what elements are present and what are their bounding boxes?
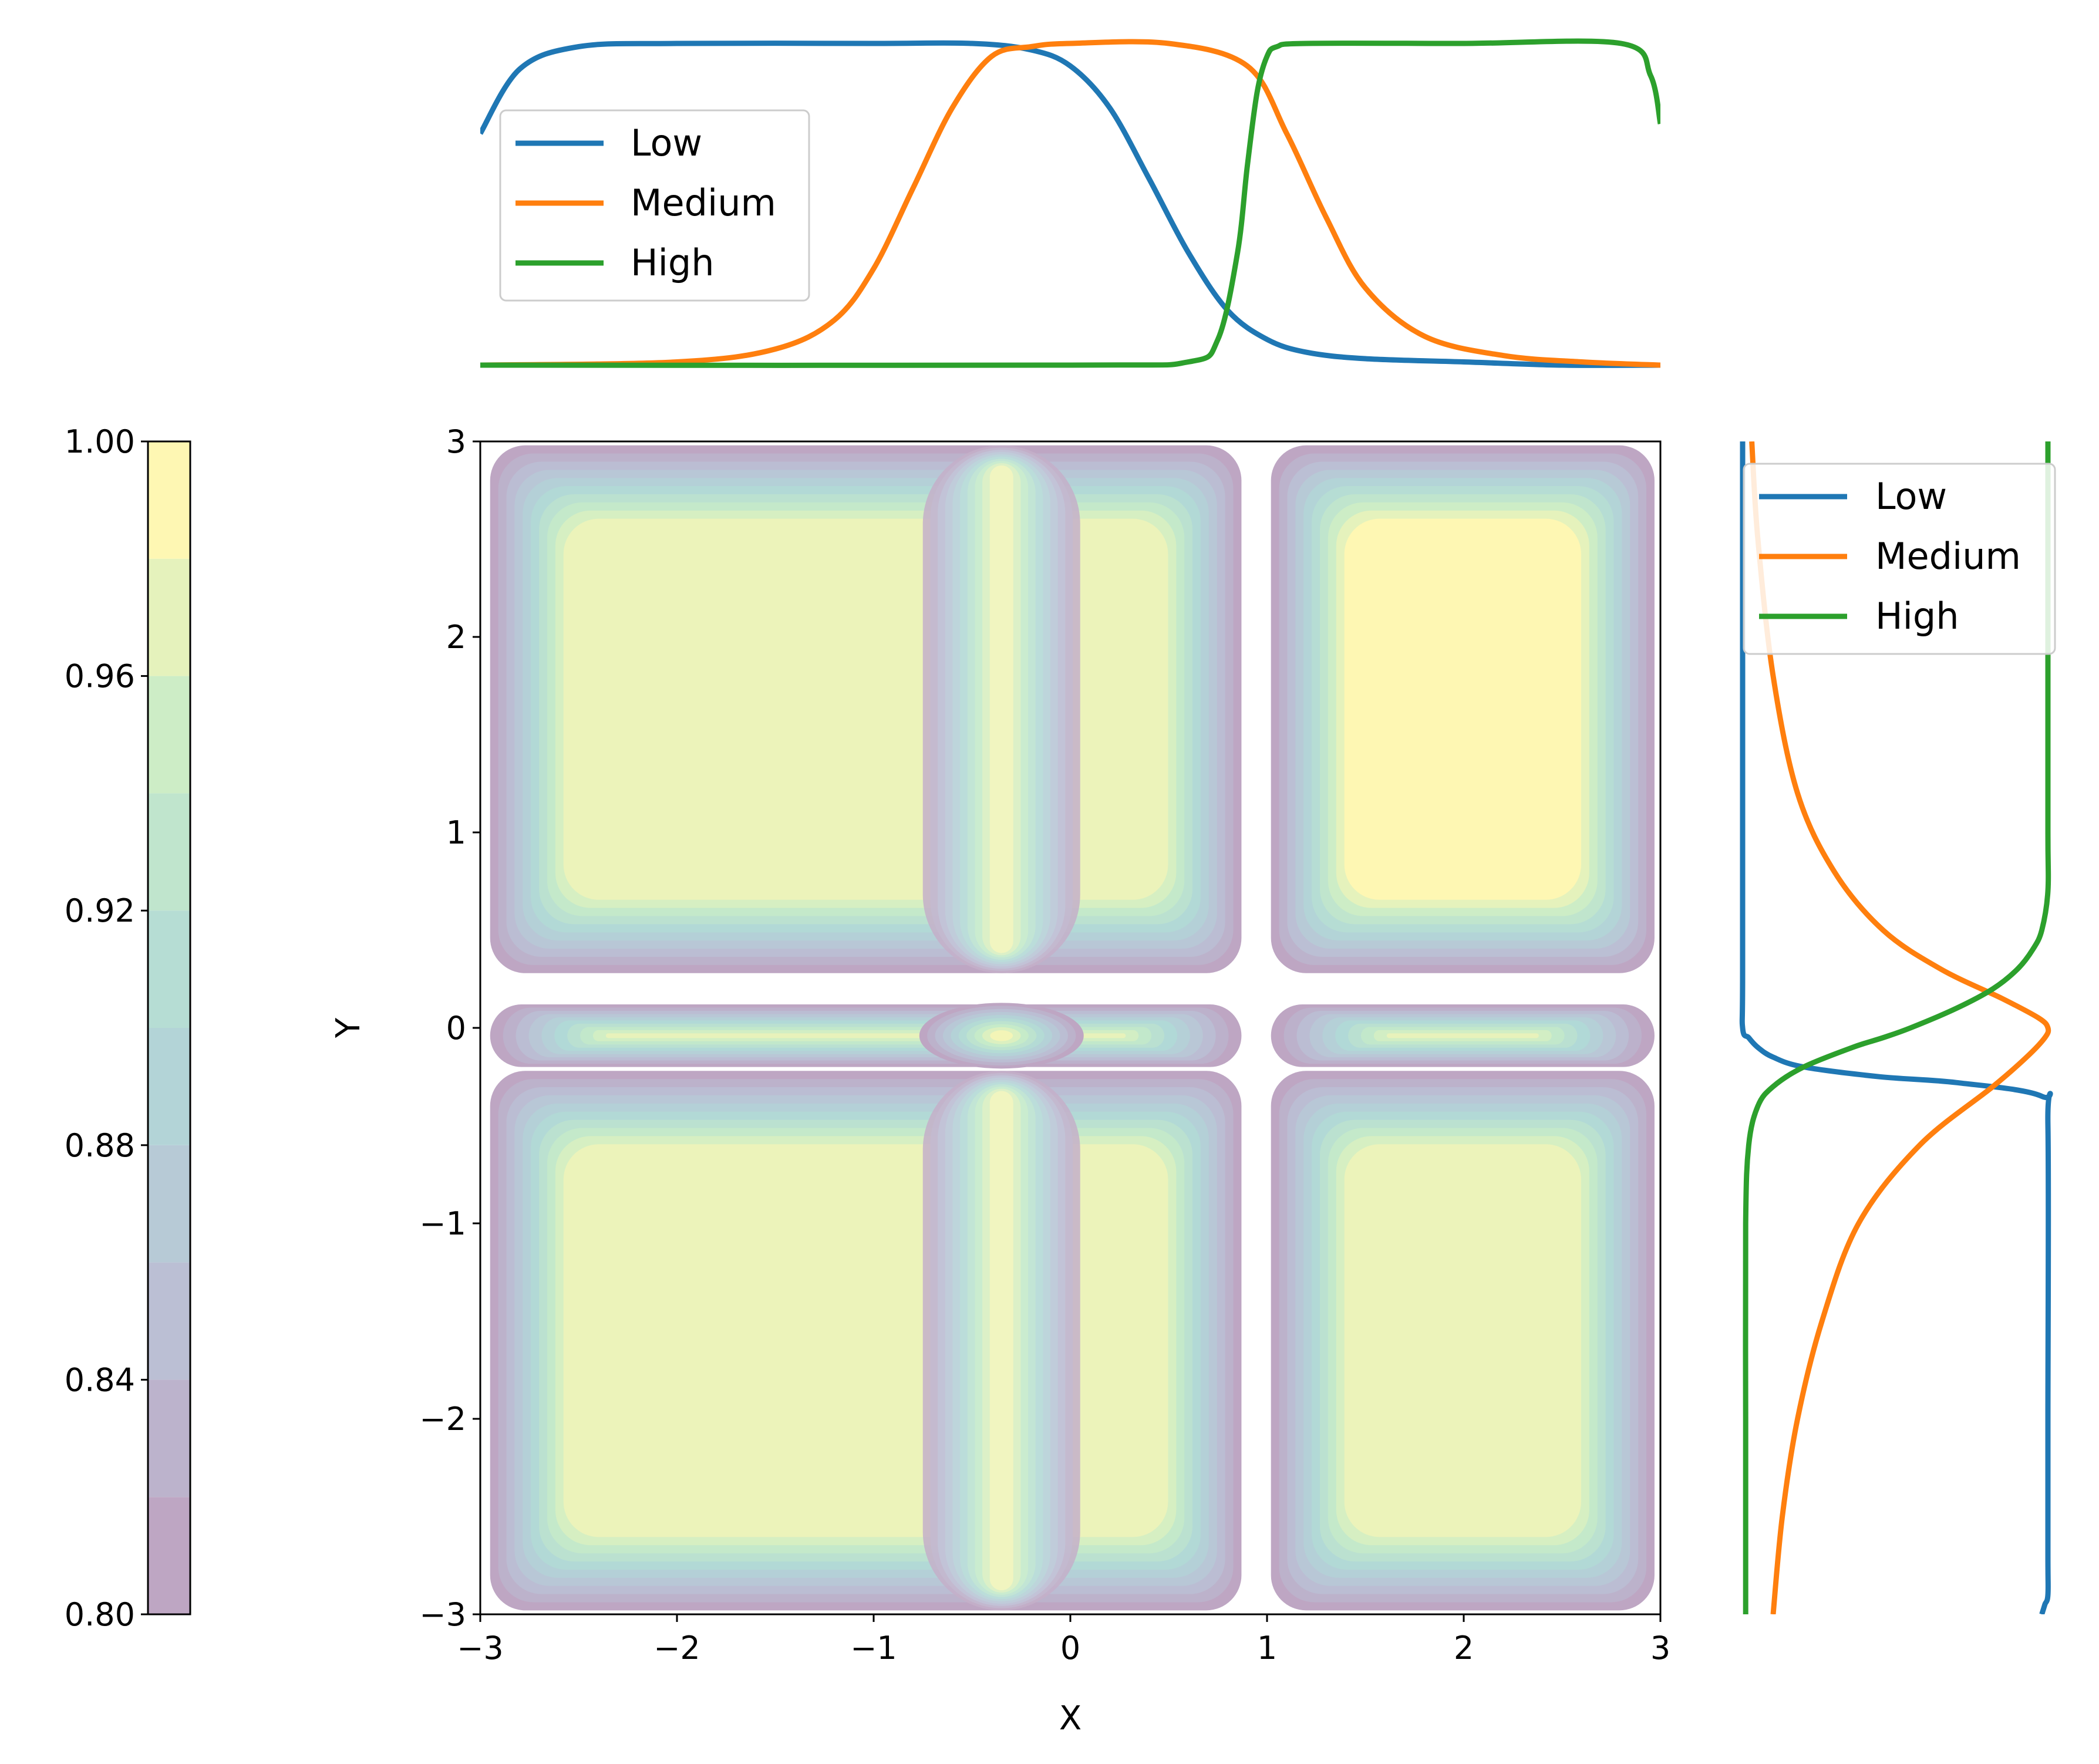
contour-stripe — [989, 465, 1013, 953]
contour-fills — [490, 445, 1655, 1611]
y-axis-ticks: −3 −2 −1 0 1 2 3 — [419, 423, 480, 1633]
x-tick-label: −3 — [457, 1630, 504, 1667]
x-tick-label: 1 — [1257, 1630, 1277, 1667]
colorbar-tick-label: 0.92 — [65, 892, 135, 929]
colorbar-band — [148, 1145, 190, 1263]
right-legend-medium-label: Medium — [1875, 535, 2021, 578]
right-legend-low-label: Low — [1875, 475, 1947, 518]
contour-region — [1344, 518, 1581, 900]
colorbar-band — [148, 1028, 190, 1145]
colorbar-tick-label: 0.84 — [65, 1361, 135, 1398]
top-legend-high-label: High — [631, 241, 715, 284]
top-legend-box — [499, 109, 810, 302]
colorbar-band — [148, 1497, 190, 1614]
y-tick-label: 1 — [446, 814, 466, 851]
colorbar-band — [148, 910, 190, 1028]
right-series-line-high — [1743, 441, 2051, 1614]
right-legend-high-label: High — [1875, 595, 1959, 638]
top-legend-medium-label: Medium — [631, 181, 776, 224]
colorbar-band — [148, 441, 190, 559]
colorbar-tick-label: 1.00 — [65, 423, 135, 460]
contour-center-ellipse — [990, 1030, 1013, 1041]
top-series-lines — [480, 38, 1660, 368]
y-tick-label: 3 — [446, 423, 466, 460]
colorbar-band — [148, 1380, 190, 1497]
x-axis-label: X — [1059, 1699, 1081, 1738]
colorbar: 0.80 0.84 0.88 0.92 0.96 1.00 — [65, 423, 191, 1633]
right-marginal-plot — [1739, 441, 2053, 1614]
colorbar-tick-label: 0.80 — [65, 1596, 135, 1633]
y-tick-label: −2 — [419, 1401, 466, 1438]
y-tick-label: 2 — [446, 619, 466, 656]
contour-region — [1344, 1144, 1581, 1537]
colorbar-tick-label: 0.88 — [65, 1127, 135, 1164]
y-tick-label: −3 — [419, 1596, 466, 1633]
colorbar-ticks: 0.80 0.84 0.88 0.92 0.96 1.00 — [65, 423, 148, 1633]
colorbar-band — [148, 676, 190, 794]
top-legend-low-label: Low — [631, 122, 702, 164]
x-axis-ticks: −3 −2 −1 0 1 2 3 — [457, 1614, 1670, 1667]
colorbar-band — [148, 793, 190, 911]
colorbar-band — [148, 558, 190, 676]
contour-strip — [1386, 1033, 1539, 1038]
y-tick-label: −1 — [419, 1205, 466, 1242]
x-tick-label: −1 — [850, 1630, 897, 1667]
top-series-line-low — [480, 40, 1660, 368]
colorbar-band — [148, 1262, 190, 1380]
x-tick-label: 0 — [1060, 1630, 1080, 1667]
x-tick-label: −2 — [653, 1630, 700, 1667]
y-tick-label: 0 — [446, 1010, 466, 1047]
right-legend: Low Medium High — [1743, 463, 2056, 655]
top-series-line-high — [480, 38, 1660, 368]
right-series-line-low — [1739, 441, 2053, 1614]
x-tick-label: 2 — [1454, 1630, 1474, 1667]
right-series-lines — [1739, 441, 2053, 1614]
colorbar-tick-label: 0.96 — [65, 658, 135, 695]
colorbar-bands — [148, 441, 190, 1614]
y-axis-label: Y — [329, 1017, 368, 1038]
contour-stripe — [989, 1091, 1013, 1591]
colorbar-frame — [147, 440, 191, 1615]
top-series-line-medium — [480, 39, 1660, 368]
main-contour-plot: −3 −2 −1 0 1 2 3 −3 −2 −1 0 1 2 3 X Y — [329, 423, 1670, 1738]
x-tick-label: 3 — [1650, 1630, 1670, 1667]
top-legend: Low Medium High — [499, 109, 810, 302]
top-marginal-plot — [480, 38, 1660, 368]
right-legend-box — [1743, 463, 2056, 655]
right-series-line-medium — [1749, 441, 2051, 1614]
